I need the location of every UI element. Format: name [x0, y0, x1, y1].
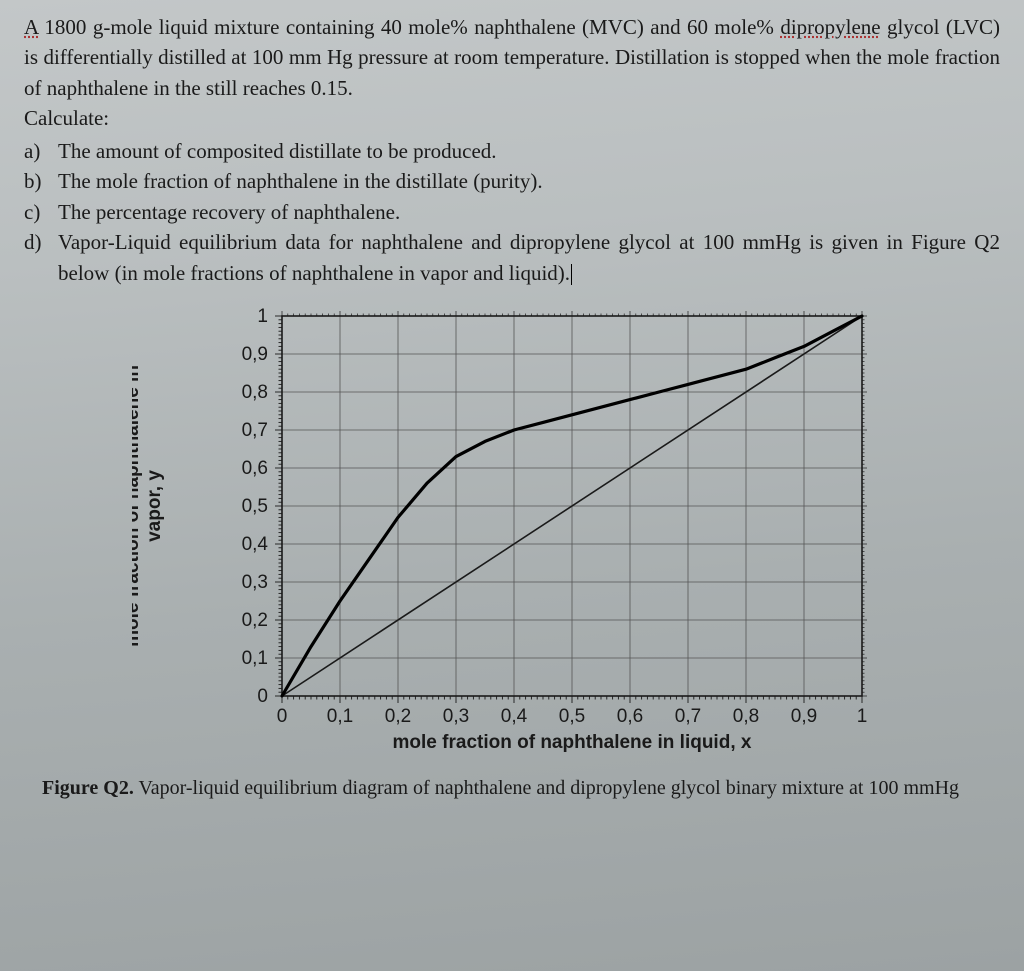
- text-cursor-icon: [571, 264, 572, 285]
- figure-caption: Figure Q2. Vapor-liquid equilibrium diag…: [42, 774, 982, 803]
- svg-text:0: 0: [257, 686, 268, 707]
- svg-text:1: 1: [857, 706, 868, 727]
- svg-text:mole fraction of naphthalene i: mole fraction of naphthalene in liquid, …: [393, 732, 752, 753]
- text-d-mid: dipropylene: [510, 230, 610, 254]
- svg-text:0,3: 0,3: [242, 572, 268, 593]
- text-b: The mole fraction of naphthalene in the …: [58, 166, 1000, 196]
- svg-text:0: 0: [277, 706, 288, 727]
- svg-text:0,4: 0,4: [242, 534, 269, 555]
- text-d: Vapor-Liquid equilibrium data for naphth…: [58, 227, 1000, 288]
- svg-text:0,9: 0,9: [791, 706, 817, 727]
- svg-text:0,8: 0,8: [733, 706, 759, 727]
- marker-c: c): [24, 197, 58, 227]
- svg-text:0,5: 0,5: [242, 496, 268, 517]
- svg-text:0,7: 0,7: [675, 706, 701, 727]
- problem-underline-1: dipropylene: [780, 15, 880, 39]
- svg-text:0,8: 0,8: [242, 382, 268, 403]
- text-a: The amount of composited distillate to b…: [58, 136, 1000, 166]
- list-item-b: b) The mole fraction of naphthalene in t…: [24, 166, 1000, 196]
- svg-text:0,5: 0,5: [559, 706, 585, 727]
- caption-mid: dipropylene: [570, 777, 666, 799]
- text-c: The percentage recovery of naphthalene.: [58, 197, 1000, 227]
- svg-text:0,1: 0,1: [327, 706, 353, 727]
- svg-text:0,1: 0,1: [242, 648, 268, 669]
- figure-wrap: 0 0,1 0,2 0,3 0,4 0,5 0,6 0,7 0,8 0,9 1 0 0,1 0,2 0,3 0…: [24, 296, 1000, 766]
- marker-a: a): [24, 136, 58, 166]
- svg-text:0,3: 0,3: [443, 706, 469, 727]
- text-d-pre: Vapor-Liquid equilibrium data for naphth…: [58, 230, 510, 254]
- vle-chart: 0 0,1 0,2 0,3 0,4 0,5 0,6 0,7 0,8 0,9 1 0 0,1 0,2 0,3 0…: [132, 296, 892, 766]
- caption-pre: Vapor-liquid equilibrium diagram of naph…: [134, 777, 570, 799]
- svg-text:0,7: 0,7: [242, 420, 268, 441]
- problem-first-letter: A: [24, 15, 38, 39]
- svg-text:0,4: 0,4: [501, 706, 528, 727]
- list-item-d: d) Vapor-Liquid equilibrium data for nap…: [24, 227, 1000, 288]
- calculate-label: Calculate:: [24, 103, 1000, 133]
- problem-text-1: 1800 g-mole liquid mixture containing 40…: [38, 15, 780, 39]
- page: A 1800 g-mole liquid mixture containing …: [0, 0, 1024, 971]
- marker-d: d): [24, 227, 58, 257]
- svg-text:1: 1: [257, 306, 268, 327]
- svg-text:0,6: 0,6: [617, 706, 643, 727]
- list-item-a: a) The amount of composited distillate t…: [24, 136, 1000, 166]
- svg-text:mole fraction of naphthalene i: mole fraction of naphthalene invapor, y: [132, 365, 165, 647]
- svg-text:0,2: 0,2: [242, 610, 268, 631]
- caption-bold: Figure Q2.: [42, 777, 134, 799]
- question-list: a) The amount of composited distillate t…: [24, 136, 1000, 288]
- svg-text:0,2: 0,2: [385, 706, 411, 727]
- list-item-c: c) The percentage recovery of naphthalen…: [24, 197, 1000, 227]
- marker-b: b): [24, 166, 58, 196]
- problem-statement: A 1800 g-mole liquid mixture containing …: [24, 12, 1000, 103]
- svg-text:0,9: 0,9: [242, 344, 268, 365]
- svg-text:0,6: 0,6: [242, 458, 268, 479]
- caption-post: glycol binary mixture at 100 mmHg: [666, 777, 959, 799]
